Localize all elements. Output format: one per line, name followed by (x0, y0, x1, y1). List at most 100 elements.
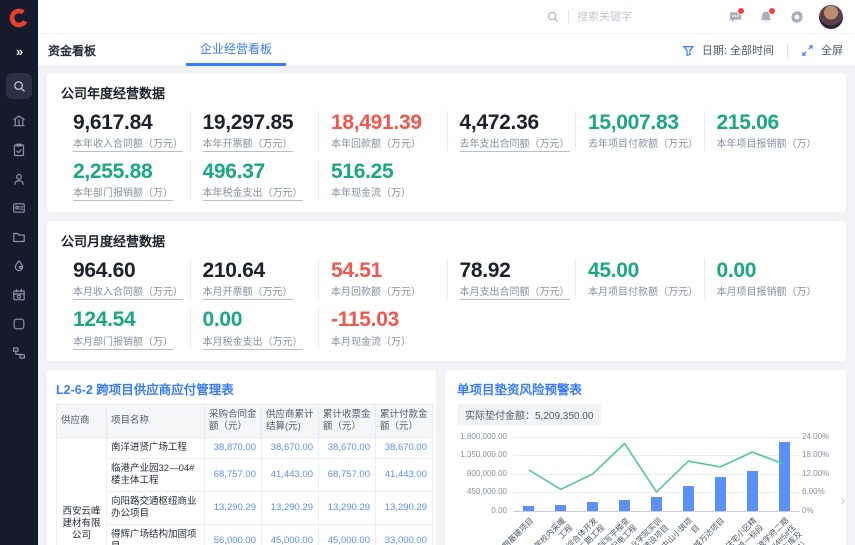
drop-icon[interactable] (11, 258, 27, 274)
fullscreen-label[interactable]: 全屏 (821, 45, 843, 57)
column-header[interactable]: 采购合同金额（元） (204, 403, 262, 439)
stat-label[interactable]: 本月收入合同额（万元） (73, 287, 183, 301)
bar[interactable] (746, 470, 758, 511)
idcard-icon[interactable] (11, 200, 27, 216)
fullscreen-icon[interactable] (801, 44, 814, 57)
folder-icon[interactable] (11, 229, 27, 245)
stat-label[interactable]: 去年支出合同额（万元） (459, 139, 570, 153)
stat-value: 964.60 (73, 259, 136, 283)
tab-funds-board[interactable]: 资金看板 (48, 43, 97, 58)
monthly-panel-title: 公司月度经营数据 (61, 234, 166, 250)
stat-value: -115.03 (331, 308, 399, 332)
bar[interactable] (555, 504, 567, 511)
amount-cell: 45,000.00 (318, 523, 376, 545)
risk-chart-title: 单项目垫资风险预警表 (457, 382, 583, 397)
stat-value: 9,617.84 (73, 111, 153, 134)
y2-axis-tick: 12.00% (802, 468, 830, 478)
filter-funnel-icon[interactable] (682, 44, 695, 57)
bar[interactable] (714, 476, 726, 511)
amount-cell: 68,757.00 (318, 458, 376, 492)
bar[interactable] (523, 506, 535, 511)
bar[interactable] (778, 442, 790, 511)
annual-panel-title: 公司年度经营数据 (61, 86, 166, 101)
stat-label: 本月项目报销额（万） (716, 287, 817, 299)
stat-label[interactable]: 本月部门报销额（万） (73, 336, 173, 350)
collapse-icon[interactable]: » (15, 44, 23, 59)
stat-value: 15,007.83 (588, 111, 679, 134)
supplier-table-card: L2-6-2 跨项目供应商应付管理表 供应商 项目名称 采购合同金额（元） 供应… (47, 369, 436, 545)
column-header[interactable]: 项目名称 (106, 403, 205, 439)
chart-next-arrow[interactable]: › (840, 492, 845, 509)
stat-value: 496.37 (202, 160, 266, 184)
table-row[interactable]: 西安云峰建材有限公司 南洋进贤广场工程 38,870.00 38,670.00 38,6… (56, 437, 433, 545)
stat-cell: -115.03 本月现金流（万） (318, 308, 447, 349)
stat-cell: 19,297.85 本年开票额（万元） (189, 111, 319, 153)
stat-value: 54.51 (331, 259, 383, 283)
bank-icon[interactable] (11, 113, 27, 129)
stat-label[interactable]: 本月支出合同额（万元） (459, 287, 570, 301)
date-filter[interactable]: 日期: 全部时间 (701, 45, 774, 57)
messages-icon[interactable] (726, 6, 745, 26)
stat-cell: 516.25 本年现金流（万） (318, 160, 447, 201)
stat-label[interactable]: 本年收入合同额（万元） (73, 139, 183, 153)
amount-cell: 38,870.00 (204, 437, 262, 460)
chart-wrap: 实际垫付金额 垫付比例 0.000%450,000.006.00%900,000… (457, 431, 834, 545)
supplier-cell: 西安云峰建材有限公司 (56, 437, 107, 545)
column-header[interactable]: 供应商累计结算(元) (261, 403, 319, 439)
project-cell: 临港产业园32—04#楼主体工程 (106, 458, 205, 492)
table-row[interactable]: 临港产业园32—04#楼主体工程 68,757.00 41,443.00 68,757… (57, 458, 433, 492)
bar[interactable] (682, 486, 694, 511)
column-header[interactable]: 累计收票金额（元） (318, 403, 376, 439)
box-icon[interactable] (11, 316, 27, 332)
bar[interactable] (619, 499, 631, 511)
y-axis-tick: 450,000.00 (466, 487, 507, 497)
stat-cell: 45.00 本月项目付款额（万元） (575, 259, 704, 300)
y2-axis-tick: 24.00% (802, 431, 830, 441)
global-search[interactable] (546, 9, 687, 24)
stat-label: 去年项目付款额（万元） (588, 139, 698, 151)
table-row[interactable]: 向阳路交通枢纽商业办公项目 13,290.29 13,290.29 13,290.29… (57, 490, 433, 525)
tab-enterprise-board[interactable]: 企业经营看板 (186, 34, 287, 66)
stat-label: 本月现金流（万） (331, 336, 411, 348)
stat-cell: 78.92 本月支出合同额（万元） (446, 259, 576, 301)
clipboard-icon[interactable] (11, 142, 27, 158)
column-header[interactable]: 供应商 (56, 403, 107, 439)
avatar[interactable] (819, 4, 843, 29)
amount-cell: 68,757.00 (204, 458, 262, 492)
user-icon[interactable] (11, 171, 27, 187)
stat-label[interactable]: 本年部门报销额（万） (73, 188, 173, 202)
stat-value: 78.92 (459, 259, 511, 283)
bar[interactable] (651, 497, 662, 511)
annual-panel: 公司年度经营数据 9,617.84 本年收入合同额（万元） 19,297.85 本年开… (47, 73, 846, 213)
calendar-icon[interactable] (11, 287, 27, 303)
sidebar: » (0, 0, 38, 545)
stat-cell: 2,255.88 本年部门报销额（万） (61, 160, 190, 202)
column-header[interactable]: 累计付款金额（元） (375, 403, 433, 439)
search-input[interactable] (577, 10, 687, 23)
ratio-line (528, 441, 785, 493)
app-logo-icon[interactable] (0, 0, 38, 36)
stat-label[interactable]: 本年开票额（万元） (202, 139, 293, 153)
stat-label[interactable]: 本月开票额（万元） (202, 287, 293, 301)
stat-value: 124.54 (73, 308, 136, 332)
supplier-table-body: 西安云峰建材有限公司 南洋进贤广场工程 38,870.00 38,670.00 38,6… (56, 437, 433, 545)
search-icon[interactable] (6, 73, 32, 99)
notifications-icon[interactable] (757, 6, 776, 26)
bar[interactable] (587, 502, 599, 511)
stat-cell: 0.00 本月项目报销额（万） (703, 259, 833, 300)
table-row[interactable]: 得辉广场结构加固项目56,000.0045,000.0045,000.0033,… (57, 523, 433, 545)
amount-cell: 13,290.29 (318, 490, 376, 525)
advance-amount-tag: 实际垫付金额：5,209,350.00 (457, 403, 602, 425)
stat-label[interactable]: 本月税金支出（万元） (202, 336, 303, 350)
search-icon (547, 11, 559, 22)
stat-cell: 124.54 本月部门报销额（万） (61, 308, 190, 350)
y-axis-tick: 1,350,000.00 (460, 450, 507, 460)
workflow-icon[interactable] (11, 345, 27, 361)
topbar (38, 0, 855, 34)
amount-cell: 56,000.00 (204, 523, 262, 545)
stat-cell: 964.60 本月收入合同额（万元） (61, 259, 190, 301)
stat-label[interactable]: 本年税金支出（万元） (202, 188, 303, 202)
settings-icon[interactable] (788, 8, 806, 26)
table-header-row: 供应商 项目名称 采购合同金额（元） 供应商累计结算(元) 累计收票金额（元） … (56, 403, 433, 439)
project-cell: 向阳路交通枢纽商业办公项目 (106, 490, 205, 525)
